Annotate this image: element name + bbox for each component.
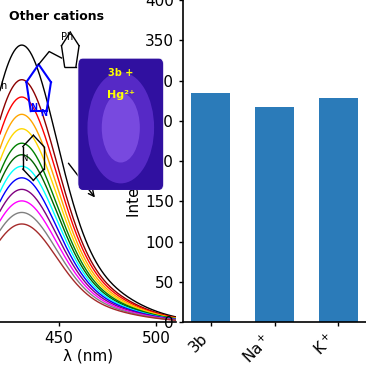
- Bar: [255, 107, 294, 322]
- Text: N: N: [21, 154, 27, 163]
- Ellipse shape: [87, 72, 154, 183]
- Bar: [319, 98, 358, 322]
- Text: 3b +: 3b +: [108, 68, 134, 78]
- Y-axis label: Intensity (a.u.): Intensity (a.u.): [127, 105, 142, 217]
- X-axis label: λ (nm): λ (nm): [63, 349, 113, 364]
- Bar: [191, 93, 230, 322]
- FancyBboxPatch shape: [78, 58, 164, 190]
- Ellipse shape: [102, 93, 140, 163]
- Text: N: N: [30, 102, 37, 112]
- Text: h: h: [0, 81, 7, 90]
- Text: Hg²⁺: Hg²⁺: [107, 90, 135, 100]
- Text: Other cations: Other cations: [9, 10, 104, 23]
- Text: N: N: [40, 109, 48, 118]
- Text: Ph: Ph: [61, 32, 73, 42]
